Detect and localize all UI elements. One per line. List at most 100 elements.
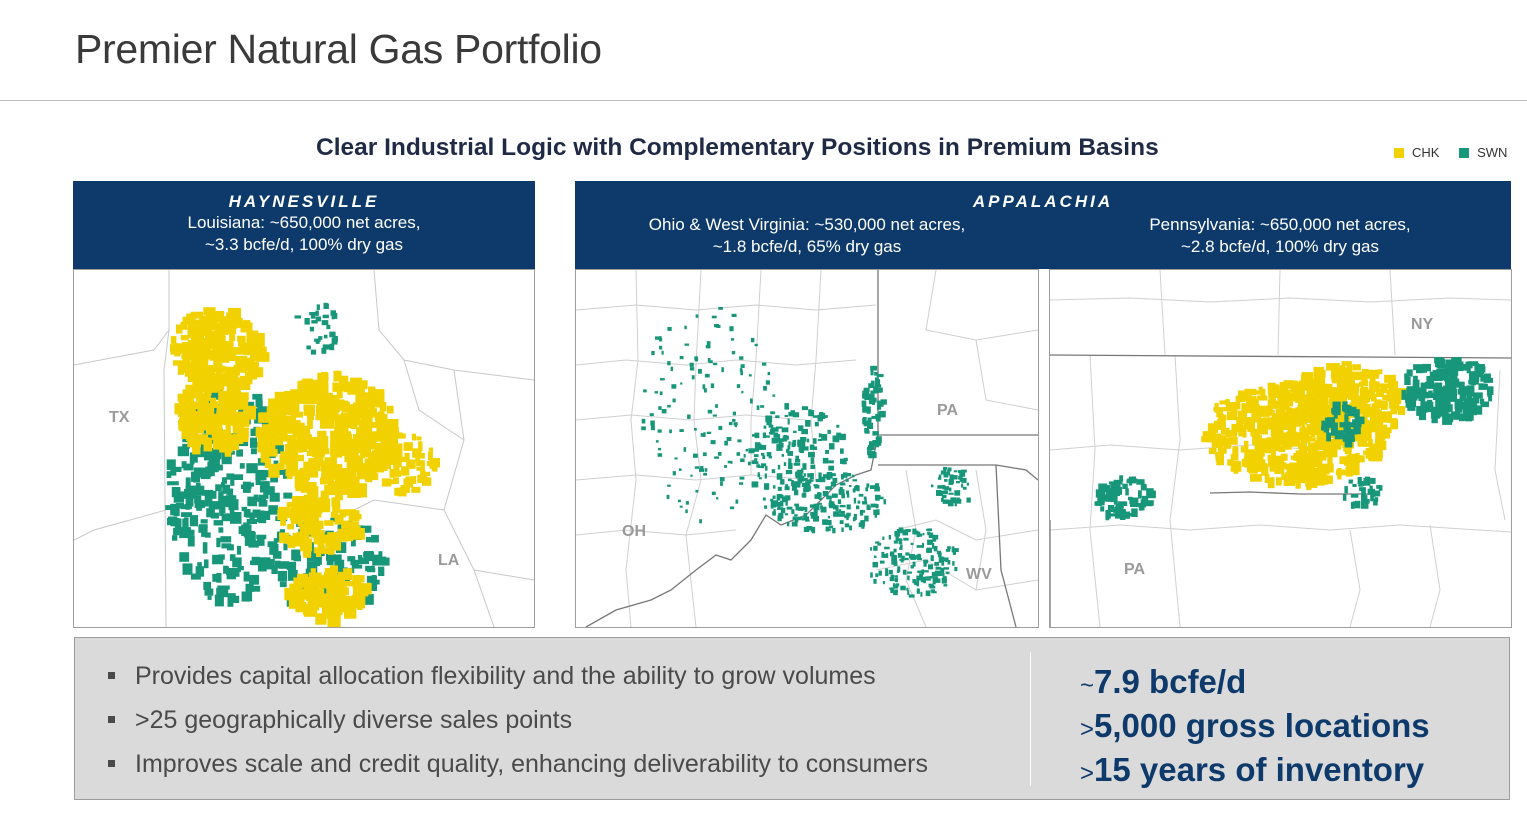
acreage-patch <box>249 482 254 487</box>
acreage-patch <box>873 386 878 391</box>
acreage-patch <box>896 529 900 534</box>
acreage-patch <box>840 486 843 490</box>
acreage-patch <box>704 468 708 472</box>
acreage-patch <box>917 570 923 574</box>
acreage-patch <box>228 593 236 600</box>
acreage-patch <box>781 427 789 433</box>
acreage-patch <box>1314 440 1327 450</box>
acreage-patch <box>340 435 349 450</box>
acreage-patch <box>770 411 776 415</box>
acreage-patch <box>710 383 715 389</box>
acreage-patch <box>1258 405 1267 416</box>
acreage-patch <box>1138 490 1142 499</box>
acreage-patch <box>244 536 254 546</box>
acreage-patch <box>322 606 335 619</box>
acreage-patch <box>770 427 777 431</box>
acreage-patch <box>1202 431 1209 438</box>
acreage-patch <box>1451 382 1456 388</box>
stat-text: 15 years of inventory <box>1094 751 1425 788</box>
acreage-patch <box>1243 440 1249 452</box>
acreage-patch <box>181 512 193 517</box>
acreage-patch <box>255 479 261 486</box>
acreage-patch <box>350 513 362 520</box>
acreage-patch <box>1267 477 1275 489</box>
state-label-tx: TX <box>109 409 130 426</box>
acreage-patch <box>813 515 819 522</box>
acreage-patch <box>352 575 365 583</box>
acreage-patch <box>863 420 870 427</box>
acreage-patch <box>944 479 948 482</box>
acreage-patch <box>353 402 367 411</box>
acreage-patch <box>1359 401 1367 408</box>
acreage-patch <box>177 393 191 402</box>
acreage-patch <box>185 485 196 496</box>
acreage-patch <box>943 472 949 478</box>
acreage-patch <box>1361 369 1369 375</box>
acreage-patch <box>1102 485 1111 491</box>
acreage-patch <box>189 452 195 465</box>
acreage-patch <box>773 432 779 438</box>
acreage-patch <box>1344 449 1352 455</box>
acreage-patch <box>243 405 256 420</box>
acreage-patch <box>921 569 925 575</box>
acreage-patch <box>1336 376 1344 386</box>
stat-prefix: ~ <box>1080 672 1095 699</box>
acreage-patch <box>1376 388 1384 397</box>
acreage-patch <box>1434 382 1443 392</box>
acreage-patch <box>872 561 878 568</box>
acreage-patch <box>859 521 865 527</box>
acreage-patch <box>238 337 246 347</box>
acreage-patch <box>1330 442 1337 449</box>
acreage-patch <box>679 429 684 432</box>
acreage-patch <box>1317 469 1322 479</box>
acreage-patch <box>1246 399 1254 406</box>
acreage-patch <box>249 512 255 521</box>
acreage-patch <box>400 485 406 491</box>
acreage-patch <box>203 581 211 590</box>
acreage-patch <box>877 542 882 546</box>
acreage-patch <box>807 420 811 425</box>
acreage-patch <box>944 486 950 491</box>
acreage-patch <box>1361 494 1368 503</box>
acreage-patch <box>293 577 302 584</box>
acreage-patch <box>840 448 844 454</box>
acreage-patch <box>840 458 847 464</box>
acreage-patch <box>650 420 655 426</box>
acreage-patch <box>761 463 767 467</box>
acreage-patch <box>794 514 798 517</box>
acreage-patch <box>938 557 945 563</box>
acreage-patch <box>736 452 741 456</box>
acreage-patch <box>1250 474 1262 482</box>
acreage-patch <box>845 473 852 477</box>
acreage-patch <box>790 410 796 413</box>
acreage-patch <box>228 499 239 511</box>
acreage-patch <box>379 443 388 449</box>
acreage-patch <box>882 536 885 540</box>
acreage-patch <box>895 534 899 541</box>
acreage-patch <box>939 556 945 560</box>
acreage-patch <box>1246 453 1257 461</box>
acreage-patch <box>719 477 725 482</box>
acreage-patch <box>792 516 798 521</box>
acreage-patch <box>1348 479 1353 484</box>
acreage-patch <box>912 561 916 567</box>
acreage-patch <box>1344 421 1351 428</box>
acreage-patch <box>1319 393 1329 406</box>
acreage-patch <box>1321 475 1329 485</box>
acreage-patch <box>337 567 348 572</box>
bullet-item: >25 geographically diverse sales points <box>108 702 928 746</box>
acreage-patch <box>758 477 762 480</box>
acreage-patch <box>229 508 235 513</box>
acreage-patch <box>1488 391 1493 402</box>
acreage-patch <box>818 433 822 438</box>
acreage-patch <box>1237 410 1246 418</box>
acreage-patch <box>206 382 214 390</box>
acreage-patch <box>1374 497 1379 502</box>
acreage-patch <box>751 481 759 488</box>
acreage-patch <box>1365 403 1371 415</box>
haynesville-line-2: ~3.3 bcfe/d, 100% dry gas <box>205 235 403 254</box>
acreage-patch <box>369 404 375 415</box>
acreage-patch <box>300 485 310 493</box>
acreage-patch <box>1342 391 1352 399</box>
acreage-patch <box>1327 455 1333 468</box>
